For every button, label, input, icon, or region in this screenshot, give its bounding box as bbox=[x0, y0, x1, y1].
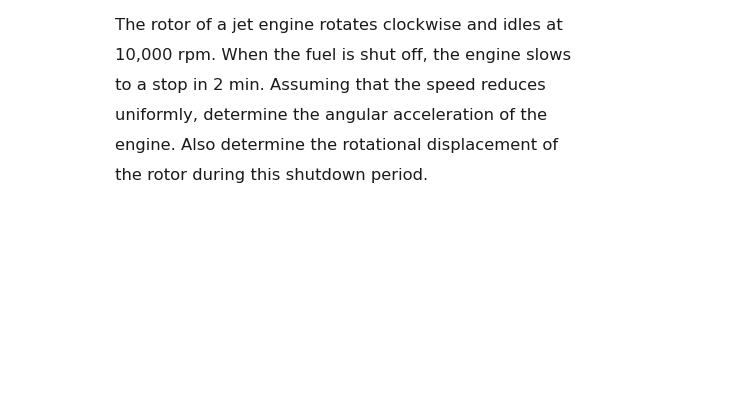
Text: the rotor during this shutdown period.: the rotor during this shutdown period. bbox=[115, 168, 428, 183]
Text: engine. Also determine the rotational displacement of: engine. Also determine the rotational di… bbox=[115, 138, 558, 153]
Text: 10,000 rpm. When the fuel is shut off, the engine slows: 10,000 rpm. When the fuel is shut off, t… bbox=[115, 48, 571, 63]
Text: The rotor of a jet engine rotates clockwise and idles at: The rotor of a jet engine rotates clockw… bbox=[115, 18, 562, 33]
Text: uniformly, determine the angular acceleration of the: uniformly, determine the angular acceler… bbox=[115, 108, 547, 123]
Text: to a stop in 2 min. Assuming that the speed reduces: to a stop in 2 min. Assuming that the sp… bbox=[115, 78, 546, 93]
